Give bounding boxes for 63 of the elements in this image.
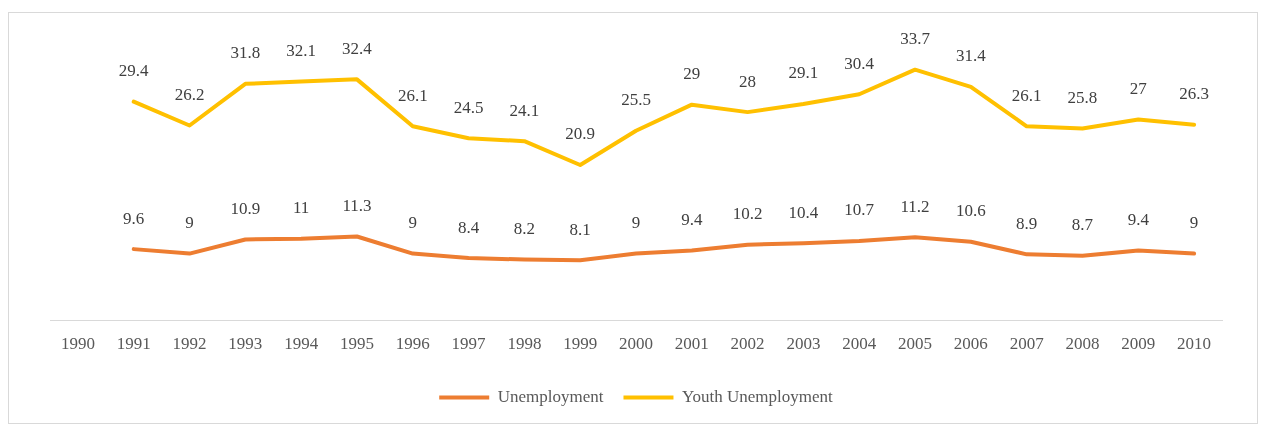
x-tick-label: 1995 (339, 334, 374, 354)
x-tick-label: 1992 (172, 334, 207, 354)
data-label: 29.1 (788, 63, 819, 83)
data-label: 24.1 (509, 100, 540, 120)
x-tick-label: 2001 (674, 334, 709, 354)
x-tick-label: 1994 (284, 334, 319, 354)
x-tick-label: 1993 (228, 334, 263, 354)
data-label: 8.4 (457, 217, 480, 237)
data-label: 9 (631, 213, 641, 233)
data-label: 11.3 (342, 195, 372, 215)
data-label: 10.2 (732, 204, 763, 224)
x-tick-label: 1996 (395, 334, 430, 354)
x-tick-label: 2000 (619, 334, 653, 354)
data-label: 8.2 (513, 219, 536, 239)
data-label: 11 (292, 198, 310, 218)
data-label: 33.7 (900, 29, 931, 49)
data-label: 9.4 (1127, 210, 1150, 230)
x-tick-label: 2004 (842, 334, 877, 354)
data-label: 20.9 (565, 124, 596, 144)
data-label: 9 (185, 213, 194, 233)
data-label: 30.4 (844, 53, 875, 73)
x-tick-label: 2008 (1065, 334, 1100, 354)
data-label: 32.4 (342, 38, 373, 58)
data-label: 25.8 (1067, 87, 1098, 107)
data-label: 31.4 (955, 46, 987, 66)
data-label: 26.1 (397, 85, 428, 105)
data-label: 28 (739, 71, 757, 91)
data-label: 9.4 (681, 210, 703, 230)
x-tick-label: 2007 (1009, 334, 1045, 354)
data-label: 8.7 (1071, 215, 1094, 235)
data-label: 32.1 (286, 41, 317, 61)
data-label: 10.9 (230, 198, 261, 218)
x-tick-label: 2009 (1121, 334, 1156, 354)
data-label: 8.9 (1016, 213, 1038, 233)
legend-label: Youth Unemployment (681, 386, 834, 406)
data-label: 26.3 (1179, 84, 1209, 104)
legend-label: Unemployment (497, 386, 604, 406)
x-tick-label: 1997 (451, 334, 487, 354)
data-label: 29.4 (118, 61, 150, 81)
data-label: 25.5 (621, 90, 651, 110)
x-tick-label: 2010 (1177, 334, 1212, 354)
data-label: 9 (408, 213, 418, 233)
x-tick-label: 1991 (116, 334, 151, 354)
x-tick-label: 2002 (730, 334, 765, 354)
data-label: 11.2 (900, 196, 930, 216)
x-tick-label: 1990 (60, 334, 95, 354)
data-label: 31.8 (230, 43, 261, 63)
data-label: 29 (683, 64, 701, 84)
x-tick-label: 2003 (786, 334, 821, 354)
data-label: 10.4 (788, 202, 819, 222)
x-tick-label: 1998 (507, 334, 542, 354)
x-tick-label: 1999 (563, 334, 598, 354)
data-label: 26.1 (1011, 85, 1042, 105)
data-label: 27 (1129, 79, 1148, 99)
x-tick-label: 2005 (898, 334, 933, 354)
data-label: 8.1 (569, 219, 591, 239)
data-label: 10.6 (955, 201, 986, 221)
data-label: 9 (1189, 213, 1199, 233)
data-label: 24.5 (453, 97, 484, 117)
data-label: 26.2 (174, 84, 205, 104)
x-tick-label: 2006 (953, 334, 988, 354)
data-label: 10.7 (844, 200, 875, 220)
data-label: 9.6 (123, 208, 145, 228)
